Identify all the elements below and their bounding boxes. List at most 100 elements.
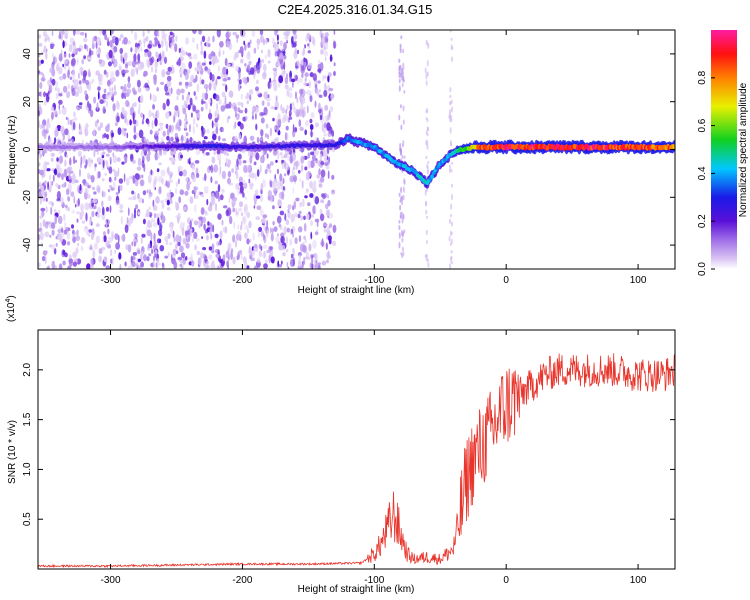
noise-speckle [58, 93, 63, 97]
noise-speckle [256, 107, 259, 113]
noise-speckle [232, 207, 236, 213]
noise-speckle [277, 152, 280, 160]
noise-speckle [105, 265, 111, 269]
noise-speckle [214, 249, 220, 254]
noise-speckle [177, 178, 180, 185]
noise-speckle [231, 168, 235, 173]
noise-speckle [449, 101, 452, 106]
noise-speckle [93, 242, 98, 251]
noise-speckle [63, 59, 69, 65]
noise-speckle [399, 199, 402, 203]
colorbar-tick-label: 0.4 [697, 166, 708, 180]
noise-speckle [107, 40, 110, 47]
noise-speckle [217, 213, 222, 220]
noise-speckle [124, 224, 129, 233]
noise-speckle [216, 102, 219, 111]
noise-speckle [426, 42, 429, 46]
noise-speckle [75, 235, 80, 242]
noise-speckle [285, 249, 289, 253]
noise-speckle [270, 106, 275, 110]
noise-speckle [129, 119, 132, 126]
noise-speckle [329, 223, 333, 228]
noise-speckle [228, 90, 234, 98]
noise-speckle [211, 250, 215, 254]
noise-speckle [62, 132, 65, 141]
noise-speckle [153, 222, 157, 228]
noise-speckle [239, 109, 244, 114]
noise-speckle [214, 117, 219, 123]
colorbar-ticks: 0.0 0.2 0.4 0.6 0.8 [697, 70, 715, 276]
noise-speckle [45, 206, 48, 214]
noise-speckle [101, 154, 105, 159]
noise-speckle [144, 49, 149, 53]
noise-speckle [72, 233, 76, 238]
noise-speckle [261, 49, 263, 54]
noise-speckle [110, 258, 113, 264]
noise-speckle [279, 152, 283, 156]
noise-speckle [154, 117, 158, 127]
noise-speckle [328, 87, 334, 92]
noise-speckle [325, 32, 329, 37]
noise-speckle [196, 123, 199, 128]
noise-speckle [400, 186, 403, 194]
noise-speckle [402, 119, 405, 125]
noise-speckle [192, 125, 195, 135]
noise-speckle [217, 242, 222, 246]
noise-speckle [233, 105, 237, 112]
noise-speckle [80, 69, 83, 77]
noise-speckle [262, 63, 267, 72]
noise-speckle [212, 266, 217, 269]
noise-speckle [307, 152, 310, 159]
noise-speckle [451, 106, 453, 113]
noise-speckle [450, 183, 453, 188]
noise-speckle [160, 200, 164, 204]
noise-speckle [246, 92, 250, 100]
noise-speckle [55, 242, 58, 247]
noise-speckle [200, 40, 203, 47]
noise-speckle [255, 152, 260, 161]
noise-speckle [272, 221, 275, 226]
noise-speckle [277, 113, 281, 120]
noise-speckle [167, 252, 170, 258]
noise-speckle [179, 69, 184, 76]
noise-speckle [40, 229, 43, 235]
noise-speckle [77, 242, 80, 247]
noise-speckle [213, 122, 219, 127]
noise-speckle [163, 33, 168, 38]
noise-speckle [180, 154, 183, 159]
noise-speckle [182, 107, 187, 115]
noise-speckle [92, 78, 95, 83]
noise-speckle [109, 40, 113, 48]
noise-speckle [142, 218, 146, 225]
noise-speckle [84, 32, 87, 38]
noise-speckle [398, 241, 401, 249]
noise-speckle [179, 189, 185, 196]
noise-speckle [308, 243, 312, 252]
noise-speckle [262, 100, 265, 106]
noise-speckle [321, 238, 324, 248]
noise-speckle [138, 129, 144, 139]
noise-speckle [277, 130, 281, 136]
noise-speckle [225, 84, 228, 93]
noise-speckle [129, 175, 133, 180]
noise-speckle [301, 73, 304, 78]
noise-speckle [108, 176, 112, 183]
noise-speckle [92, 205, 97, 210]
noise-speckle [50, 45, 54, 50]
noise-speckle [207, 68, 211, 75]
noise-speckle [244, 196, 248, 200]
x-tick-label: -200 [232, 275, 252, 286]
noise-speckle [137, 249, 141, 255]
noise-speckle [225, 152, 230, 157]
noise-speckle [402, 213, 405, 220]
noise-speckle [121, 127, 124, 136]
noise-speckle [288, 110, 292, 117]
noise-speckle [277, 199, 282, 207]
noise-speckle [313, 180, 317, 188]
noise-speckle [232, 256, 236, 265]
noise-speckle [311, 154, 316, 162]
noise-speckle [249, 182, 254, 187]
noise-speckle [39, 169, 45, 176]
noise-speckle [324, 41, 329, 51]
noise-speckle [315, 121, 318, 128]
